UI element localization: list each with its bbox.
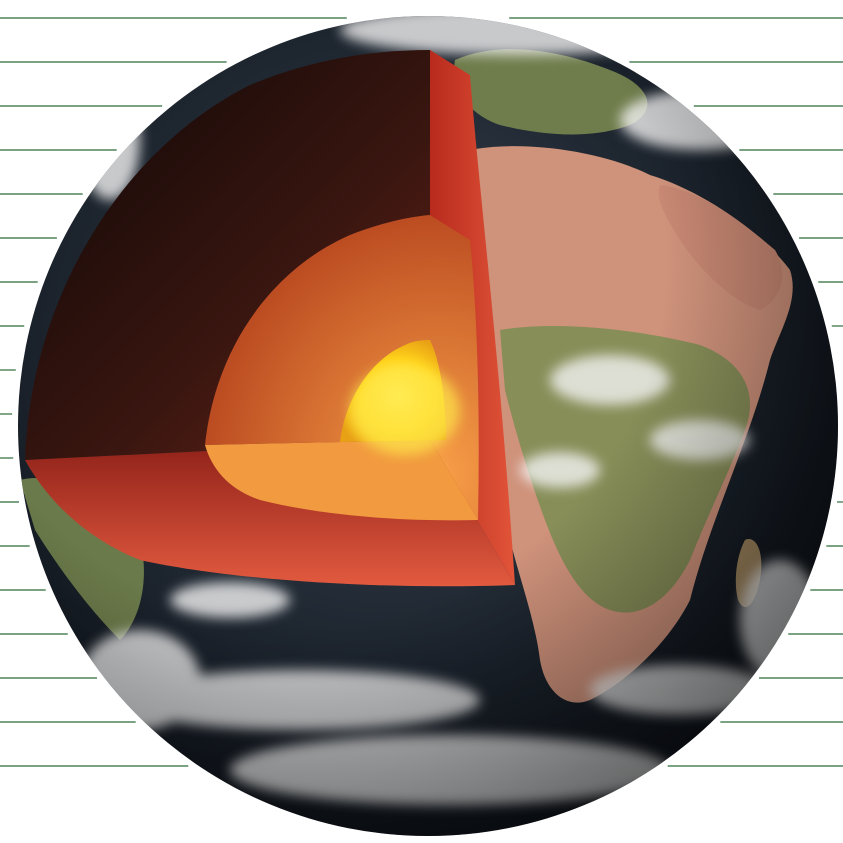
label-guide-lines <box>0 17 843 767</box>
cutaway-wedge <box>25 50 515 587</box>
outer-core <box>205 215 479 520</box>
inner-core-glow <box>350 365 460 455</box>
outer-core-bottom-face <box>205 440 478 521</box>
